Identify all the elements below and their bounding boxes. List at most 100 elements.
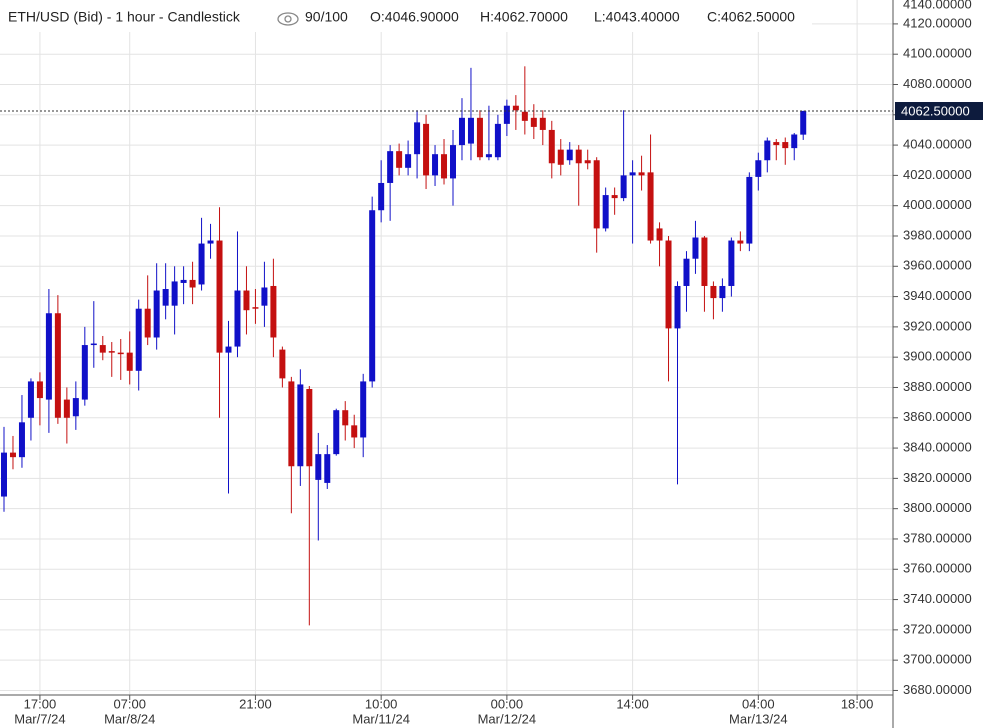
- candle-body: [306, 388, 313, 467]
- candle-body: [36, 381, 43, 399]
- ohlc-label: C:4062.50000: [707, 9, 795, 25]
- candle-body: [521, 111, 528, 121]
- candle-body: [566, 149, 573, 161]
- candle-body: [584, 160, 591, 164]
- y-tick-label: 3820.00000: [903, 470, 972, 485]
- candle-body: [252, 307, 259, 309]
- candle-body: [63, 399, 70, 418]
- candle-body: [1, 452, 7, 497]
- candle-body: [324, 454, 331, 483]
- candle-body: [710, 285, 717, 299]
- candle-body: [54, 313, 61, 418]
- y-tick-label: 3700.00000: [903, 652, 972, 667]
- candle-body: [126, 352, 133, 371]
- candle-body: [207, 240, 214, 244]
- candle-body: [288, 381, 295, 467]
- y-tick-label: 4140.00000: [903, 0, 972, 11]
- x-date-label: Mar/13/24: [729, 711, 788, 726]
- candle-body: [494, 123, 501, 158]
- candle-body: [81, 345, 88, 400]
- candle-body: [485, 154, 492, 158]
- candle-body: [153, 290, 160, 338]
- candle-body: [18, 422, 25, 458]
- candle-body: [369, 210, 376, 382]
- y-tick-label: 3780.00000: [903, 530, 972, 545]
- candle-body: [593, 160, 600, 229]
- candle-body: [405, 154, 412, 168]
- candle-body: [638, 172, 645, 176]
- candle-body: [575, 149, 582, 164]
- candle-body: [441, 154, 448, 179]
- candle-body: [800, 111, 807, 135]
- candle-body: [270, 285, 277, 338]
- y-tick-label: 4120.00000: [903, 15, 972, 30]
- y-tick-label: 3980.00000: [903, 227, 972, 242]
- y-tick-label: 3840.00000: [903, 440, 972, 455]
- candle-body: [432, 154, 439, 176]
- candle-body: [737, 240, 744, 244]
- candle-body: [764, 140, 771, 161]
- candle-body: [539, 117, 546, 130]
- x-tick-label: 04:00: [742, 696, 775, 711]
- candle-body: [297, 384, 304, 467]
- candle-body: [602, 195, 609, 229]
- candle-body: [755, 160, 762, 177]
- x-tick-label: 10:00: [365, 696, 398, 711]
- candle-body: [683, 258, 690, 286]
- candle-body: [144, 308, 151, 338]
- candle-body: [530, 117, 537, 127]
- candle-body: [557, 149, 564, 165]
- y-tick-label: 4040.00000: [903, 137, 972, 152]
- candle-body: [216, 240, 223, 353]
- candle-body: [99, 345, 106, 353]
- candle-body: [72, 398, 79, 417]
- candle-body: [611, 195, 618, 199]
- candle-body: [701, 237, 708, 286]
- candle-body: [746, 176, 753, 244]
- candle-body: [728, 240, 735, 286]
- views: 90/100: [305, 9, 348, 25]
- y-tick-label: 4020.00000: [903, 167, 972, 182]
- candle-body: [162, 289, 169, 306]
- candle-body: [261, 287, 268, 306]
- candle-body: [791, 134, 798, 149]
- candle-body: [45, 313, 52, 400]
- ohlc-label: L:4043.40000: [594, 9, 680, 25]
- candle-body: [351, 425, 358, 438]
- candle-body: [198, 243, 205, 285]
- candle-body: [674, 285, 681, 329]
- x-tick-label: 17:00: [24, 696, 57, 711]
- candle-body: [512, 105, 519, 111]
- candle-body: [647, 172, 654, 241]
- x-date-label: Mar/12/24: [478, 711, 537, 726]
- candle-body: [225, 346, 232, 353]
- y-tick-label: 3800.00000: [903, 500, 972, 515]
- candle-body: [387, 151, 394, 183]
- candle-body: [243, 290, 250, 311]
- x-date-label: Mar/11/24: [352, 711, 410, 726]
- y-tick-label: 4080.00000: [903, 76, 972, 91]
- x-tick-label: 21:00: [239, 696, 272, 711]
- header-bg: [0, 0, 812, 32]
- candle-body: [396, 151, 403, 168]
- x-date-label: Mar/7/24: [14, 711, 65, 726]
- candle-body: [27, 381, 34, 418]
- candle-body: [279, 349, 286, 379]
- candle-body: [414, 122, 421, 155]
- y-tick-label: 3860.00000: [903, 409, 972, 424]
- y-tick-label: 3900.00000: [903, 349, 972, 364]
- last-price-box: [895, 102, 983, 121]
- candle-body: [620, 175, 627, 199]
- y-tick-label: 4000.00000: [903, 197, 972, 212]
- y-tick-label: 3940.00000: [903, 288, 972, 303]
- last-price-label: 4062.50000: [901, 103, 970, 118]
- candle-body: [782, 142, 789, 149]
- candle-body: [503, 105, 510, 124]
- candle-body: [378, 182, 385, 211]
- x-tick-label: 07:00: [113, 696, 146, 711]
- y-tick-label: 3920.00000: [903, 318, 972, 333]
- y-tick-label: 3720.00000: [903, 621, 972, 636]
- candle-body: [692, 237, 699, 259]
- candle-body: [90, 343, 97, 346]
